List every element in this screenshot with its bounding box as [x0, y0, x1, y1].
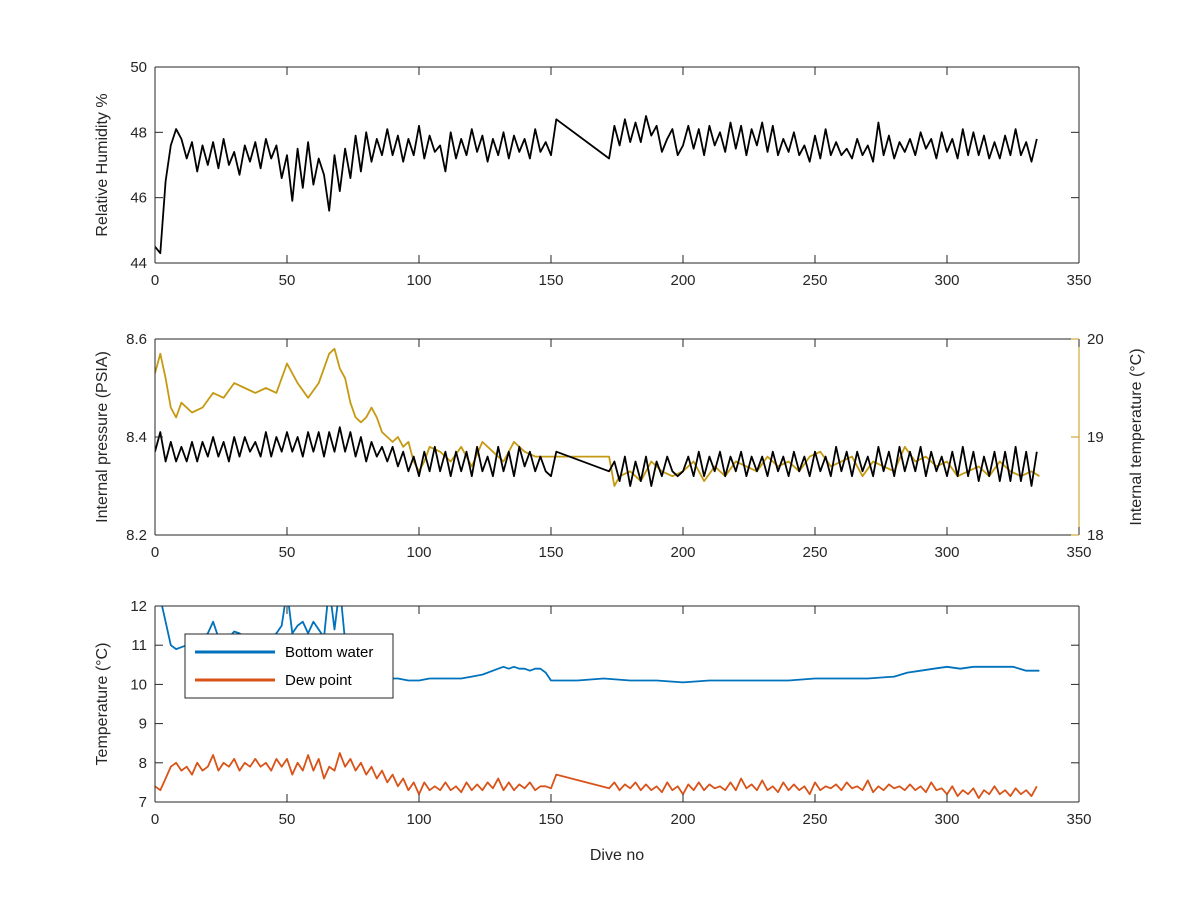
y-tick-label: 8.2 — [126, 527, 147, 544]
subplot-1: 0 50 100 150 200 250 300 350 44 46 48 50 Relative Hu… — [94, 59, 1092, 289]
x-tick-label: 50 — [279, 544, 296, 561]
x-tick-label: 350 — [1066, 544, 1091, 561]
x-tick-label: 100 — [406, 272, 431, 289]
x-tick-label: 300 — [934, 544, 959, 561]
x-tick-label: 200 — [670, 272, 695, 289]
y-tick-label: 8.6 — [126, 331, 147, 348]
y-right-tick-label: 19 — [1087, 429, 1104, 446]
x-tick-label: 50 — [279, 272, 296, 289]
legend-label: Bottom water — [285, 644, 373, 661]
plot-area — [155, 67, 1079, 263]
y-tick-label: 10 — [130, 676, 147, 693]
x-tick-label: 150 — [538, 811, 563, 828]
series-2-line — [155, 426, 1038, 487]
x-tick-label: 150 — [538, 544, 563, 561]
x-tick-label: 0 — [151, 272, 159, 289]
y-tick-label: 11 — [131, 637, 147, 654]
dew-point-line — [155, 752, 1038, 799]
y-tick-label: 9 — [139, 716, 147, 733]
y-tick-label: 7 — [139, 794, 147, 811]
y-axis-label: Temperature (°C) — [94, 643, 111, 766]
series-group — [155, 115, 1038, 255]
x-tick-label: 150 — [538, 272, 563, 289]
x-tick-label: 350 — [1066, 811, 1091, 828]
x-tick-label: 0 — [151, 811, 159, 828]
bottom-water-line — [161, 606, 1040, 684]
legend-box — [184, 633, 394, 699]
subplot-2: 0 50 100 150 200 250 300 350 8.2 8.4 8.6 18 19 20 Inte… — [94, 331, 1145, 561]
y-axis-label: Relative Humidity % — [94, 93, 111, 236]
y-tick-label: 48 — [130, 124, 147, 141]
y-tick-label: 12 — [130, 598, 147, 615]
x-tick-label: 200 — [670, 811, 695, 828]
y-tick-label: 46 — [130, 190, 147, 207]
x-tick-label: 350 — [1066, 272, 1091, 289]
legend: Bottom water Dew point — [184, 633, 394, 699]
series-1-line — [155, 115, 1038, 255]
subplot-3: 0 50 100 150 200 250 300 350 7 8 9 10 11 12 Temperatur… — [94, 598, 1092, 864]
y-right-axis-label: Internal temperature (°C) — [1128, 348, 1145, 525]
x-tick-label: 100 — [406, 811, 431, 828]
legend-label: Dew point — [285, 672, 353, 689]
plot-area — [155, 339, 1079, 535]
y-tick-label: 50 — [130, 59, 147, 76]
x-tick-label: 300 — [934, 811, 959, 828]
x-tick-label: 100 — [406, 544, 431, 561]
x-tick-label: 50 — [279, 811, 296, 828]
x-tick-label: 250 — [802, 272, 827, 289]
series-group — [155, 606, 1040, 799]
series-group — [155, 347, 1040, 487]
y-tick-label: 8 — [139, 755, 147, 772]
series-1-line — [155, 347, 1040, 487]
x-tick-label: 300 — [934, 272, 959, 289]
y-right-tick-label: 20 — [1087, 331, 1104, 348]
y-right-tick-label: 18 — [1087, 527, 1104, 544]
y-tick-label: 44 — [130, 255, 147, 272]
x-tick-label: 250 — [802, 544, 827, 561]
x-tick-label: 0 — [151, 544, 159, 561]
x-axis-label: Dive no — [590, 847, 644, 864]
y-tick-label: 8.4 — [126, 429, 147, 446]
x-tick-label: 250 — [802, 811, 827, 828]
x-tick-label: 200 — [670, 544, 695, 561]
y-axis-label: Internal pressure (PSIA) — [94, 351, 111, 523]
